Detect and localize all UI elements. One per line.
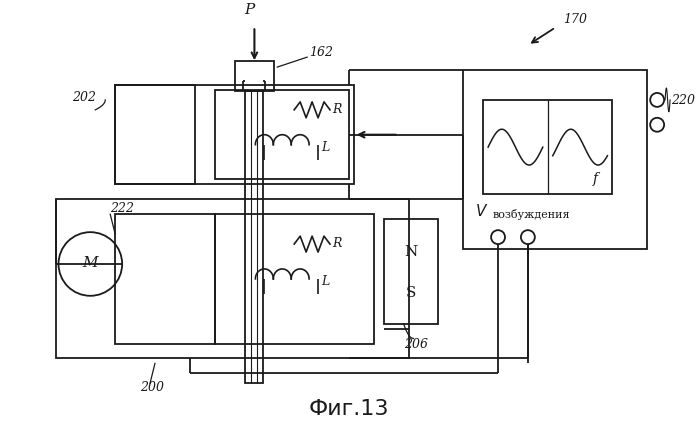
Text: $V$: $V$ [475,203,489,219]
Bar [483,101,612,195]
Bar [463,71,648,250]
Text: возбуждения: возбуждения [493,209,570,220]
Text: 222: 222 [110,202,134,215]
Text: P: P [244,4,255,18]
Bar [55,200,409,359]
Text: L: L [321,274,329,287]
Text: M: M [83,255,98,269]
Bar [215,215,374,344]
Text: 220: 220 [671,94,695,107]
Bar [215,91,349,180]
Bar [116,215,215,344]
Bar [234,62,274,92]
Bar [246,92,263,383]
Bar [384,220,438,324]
Text: S: S [406,286,416,300]
Text: N: N [405,244,418,258]
Bar [116,86,354,185]
Text: Фиг.13: Фиг.13 [309,398,389,418]
Text: R: R [332,102,342,116]
Text: 206: 206 [404,337,428,350]
Text: 202: 202 [72,91,97,104]
Text: 200: 200 [140,380,164,393]
Text: R: R [332,237,342,250]
Text: 170: 170 [563,13,587,26]
Bar [116,86,195,185]
Text: f: f [592,172,598,186]
Text: L: L [321,140,329,153]
Text: 162: 162 [309,46,333,59]
